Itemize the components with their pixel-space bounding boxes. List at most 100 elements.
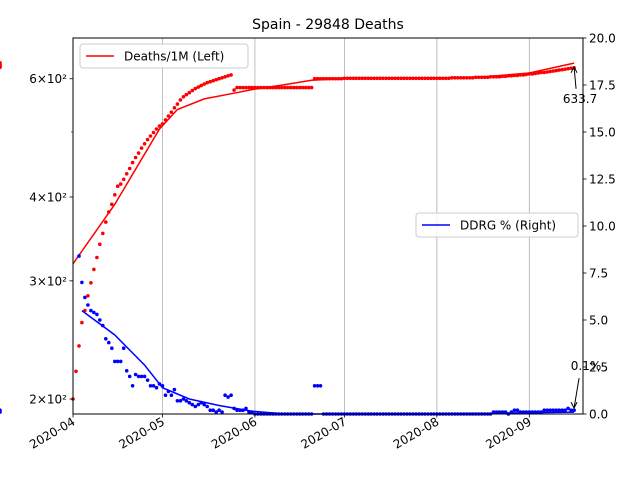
x-tick-label: 2020-09	[483, 414, 533, 451]
data-point	[464, 76, 469, 80]
data-point	[101, 231, 105, 236]
data-point	[160, 122, 165, 126]
data-point	[80, 280, 84, 285]
data-point	[396, 76, 400, 81]
data-point	[86, 303, 90, 307]
data-point	[518, 73, 523, 77]
annotation-arrowhead	[570, 65, 578, 74]
data-point	[74, 369, 78, 374]
data-point	[196, 402, 201, 407]
data-point	[363, 76, 368, 81]
data-point	[274, 85, 278, 90]
data-point	[151, 384, 156, 388]
data-point	[569, 66, 573, 70]
legend-label: Deaths/1M (Left)	[124, 50, 224, 64]
data-point	[533, 410, 538, 414]
data-point	[333, 76, 338, 81]
left-y-tick-label: 3×10²	[29, 274, 67, 288]
data-point	[423, 76, 427, 81]
data-point	[306, 85, 311, 90]
data-point	[0, 410, 2, 414]
data-point	[118, 182, 123, 186]
data-point	[485, 75, 490, 80]
data-point	[121, 177, 126, 182]
x-tick-label: 2020-08	[391, 414, 441, 451]
data-point	[372, 76, 377, 81]
right-y-tick-label: 0.0	[589, 408, 608, 422]
data-point	[190, 402, 195, 407]
data-point	[142, 142, 147, 146]
data-point	[411, 76, 415, 81]
series-layer	[0, 61, 576, 416]
data-point	[184, 92, 189, 97]
data-point	[566, 406, 570, 411]
data-point	[336, 76, 341, 81]
data-point	[115, 359, 120, 364]
data-point	[369, 76, 374, 81]
data-point	[381, 76, 386, 81]
data-point	[393, 76, 397, 81]
data-point	[226, 395, 230, 399]
data-point	[184, 399, 189, 403]
data-point	[429, 76, 433, 81]
data-point	[554, 408, 558, 413]
data-point	[160, 384, 165, 388]
data-point	[130, 384, 135, 388]
data-point	[435, 76, 439, 81]
data-point	[175, 399, 180, 403]
data-point	[330, 76, 335, 81]
data-point	[309, 85, 314, 90]
data-point	[166, 389, 171, 394]
data-point	[572, 408, 576, 413]
data-point	[107, 340, 111, 345]
data-point	[148, 134, 153, 138]
data-point	[479, 75, 484, 80]
data-point	[354, 76, 359, 81]
data-point	[211, 78, 215, 83]
data-point	[417, 76, 421, 81]
data-point	[360, 76, 365, 81]
data-point	[521, 73, 526, 77]
data-point	[92, 267, 96, 272]
data-point	[259, 85, 263, 90]
annotation-arrow	[573, 66, 577, 89]
data-point	[98, 318, 102, 322]
data-point	[357, 76, 362, 81]
right-y-tick-label: 12.5	[589, 173, 616, 187]
data-point	[77, 344, 81, 348]
data-point	[220, 410, 224, 414]
data-point	[217, 408, 221, 413]
data-point	[169, 110, 174, 114]
data-point	[244, 85, 248, 90]
data-point	[151, 130, 156, 135]
legend-box	[79, 43, 249, 69]
data-point	[208, 408, 212, 413]
data-point	[390, 76, 394, 81]
data-point	[408, 76, 412, 81]
data-point	[124, 172, 129, 176]
data-point	[297, 85, 302, 90]
data-point	[196, 85, 201, 89]
data-point	[77, 254, 81, 258]
data-point	[554, 68, 558, 73]
x-tick-label: 2020-06	[209, 414, 259, 451]
data-point	[187, 400, 192, 405]
data-point	[127, 374, 132, 379]
data-point	[542, 70, 546, 75]
annotation-label: 0.1%	[571, 359, 602, 373]
data-point	[503, 410, 508, 414]
data-point	[557, 68, 561, 72]
data-point	[414, 76, 418, 81]
data-point	[563, 408, 567, 413]
data-point	[533, 71, 538, 76]
data-point	[124, 369, 129, 373]
data-point	[432, 76, 436, 81]
data-point	[130, 160, 135, 165]
data-point	[145, 137, 150, 142]
data-point	[181, 95, 186, 99]
data-point	[113, 193, 117, 197]
data-point	[563, 67, 567, 71]
data-point	[121, 346, 126, 351]
data-point	[178, 399, 183, 403]
data-point	[250, 410, 254, 414]
